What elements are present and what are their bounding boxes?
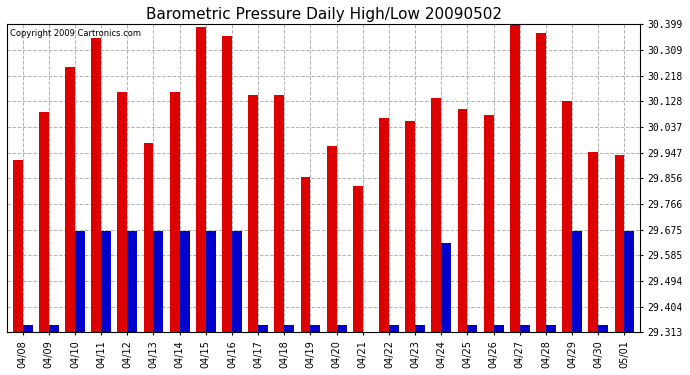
Bar bbox=[284, 325, 294, 332]
Bar bbox=[179, 231, 190, 332]
Bar bbox=[23, 325, 32, 332]
Bar bbox=[431, 98, 442, 332]
Title: Barometric Pressure Daily High/Low 20090502: Barometric Pressure Daily High/Low 20090… bbox=[146, 7, 502, 22]
Bar bbox=[39, 112, 49, 332]
Bar bbox=[49, 325, 59, 332]
Bar bbox=[337, 325, 346, 332]
Bar bbox=[65, 67, 75, 332]
Bar bbox=[457, 109, 467, 332]
Bar bbox=[12, 160, 23, 332]
Bar bbox=[222, 36, 232, 332]
Bar bbox=[326, 146, 337, 332]
Bar bbox=[598, 325, 609, 332]
Bar bbox=[493, 325, 504, 332]
Bar bbox=[379, 118, 389, 332]
Bar bbox=[310, 325, 320, 332]
Bar bbox=[536, 33, 546, 332]
Bar bbox=[572, 231, 582, 332]
Bar bbox=[353, 186, 363, 332]
Bar bbox=[467, 325, 477, 332]
Bar bbox=[562, 101, 572, 332]
Bar bbox=[153, 231, 164, 332]
Bar bbox=[589, 152, 598, 332]
Bar bbox=[415, 325, 425, 332]
Text: Copyright 2009 Cartronics.com: Copyright 2009 Cartronics.com bbox=[10, 29, 141, 38]
Bar bbox=[128, 231, 137, 332]
Bar bbox=[248, 95, 258, 332]
Bar bbox=[206, 231, 216, 332]
Bar bbox=[91, 38, 101, 332]
Bar bbox=[546, 325, 556, 332]
Bar bbox=[117, 92, 128, 332]
Bar bbox=[405, 121, 415, 332]
Bar bbox=[624, 231, 634, 332]
Bar bbox=[389, 325, 399, 332]
Bar bbox=[196, 27, 206, 332]
Bar bbox=[275, 95, 284, 332]
Bar bbox=[301, 177, 310, 332]
Bar bbox=[144, 143, 153, 332]
Bar bbox=[442, 243, 451, 332]
Bar bbox=[101, 231, 111, 332]
Bar bbox=[510, 24, 520, 332]
Bar bbox=[170, 92, 179, 332]
Bar bbox=[232, 231, 242, 332]
Bar bbox=[484, 115, 493, 332]
Bar bbox=[258, 325, 268, 332]
Bar bbox=[615, 154, 624, 332]
Bar bbox=[520, 325, 530, 332]
Bar bbox=[75, 231, 85, 332]
